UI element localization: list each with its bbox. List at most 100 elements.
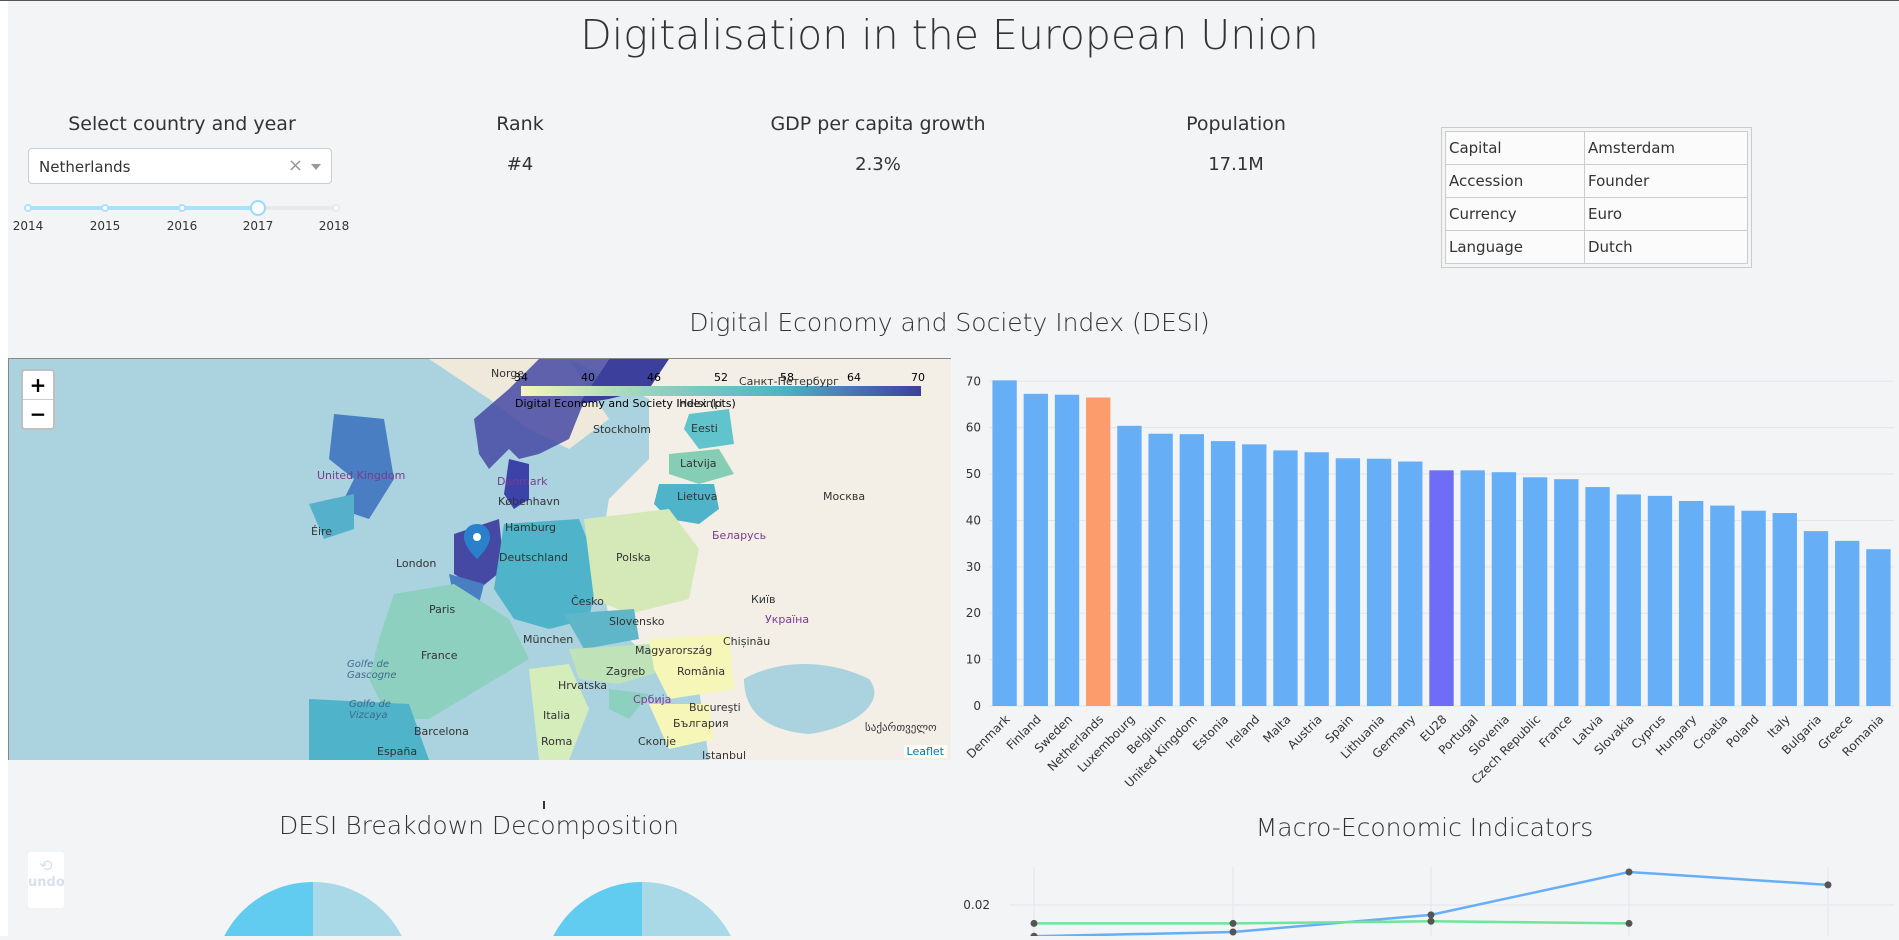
slider-handle[interactable] [250,200,266,216]
bar-croatia[interactable] [1710,505,1735,706]
bar-slovenia[interactable] [1491,472,1517,706]
bar-eu28[interactable] [1429,470,1454,706]
bar-portugal[interactable] [1460,470,1485,706]
bar-poland[interactable] [1741,510,1766,706]
bar-cyprus[interactable] [1647,495,1673,706]
population-value: 17.1M [1208,154,1264,175]
bar-malta[interactable] [1273,450,1298,706]
bar-germany[interactable] [1398,461,1423,706]
map-place-label: Česko [571,595,604,608]
country-dropdown[interactable]: Netherlands × [28,148,332,184]
zoom-out-button[interactable]: − [23,399,53,428]
map-pin-icon[interactable] [464,524,490,559]
bar-spain[interactable] [1335,458,1361,706]
series-point [1229,928,1237,936]
bar-slovakia[interactable] [1616,494,1641,706]
slider-mark: 2014 [12,219,44,233]
pie-charts-svg[interactable] [8,871,950,940]
gdp-label: GDP per capita growth [770,113,986,135]
table-row: Language Dutch [1445,230,1748,264]
bar-netherlands[interactable] [1086,397,1111,706]
table-row: Currency Euro [1445,197,1748,231]
info-value: Amsterdam [1584,131,1748,165]
map-place-label: Hamburg [505,521,556,534]
map-place-label: Golfe de Gascogne [347,659,397,681]
x-tick-label: Poland [1723,712,1761,750]
info-value: Founder [1584,164,1748,198]
undo-button[interactable]: ⟲ undo [28,852,65,908]
clear-icon[interactable]: × [287,155,303,176]
y-tick-label: 40 [966,513,981,527]
bar-luxembourg[interactable] [1117,425,1142,706]
bar-finland[interactable] [1023,393,1048,706]
bar-belgium[interactable] [1148,433,1173,706]
series-line [1034,920,1630,925]
bar-estonia[interactable] [1210,441,1236,706]
y-tick-label: 0.02 [963,898,990,912]
slider-mark: 2015 [89,219,121,233]
page-title: Digitalisation in the European Union [580,11,1319,59]
map-place-label: Bucureşti [689,701,741,714]
y-tick-label: 20 [966,606,981,620]
bar-united-kingdom[interactable] [1179,434,1205,706]
series-point [1625,868,1633,876]
desi-breakdown-pies[interactable] [8,871,950,940]
macro-chart-svg[interactable]: 0.02 [950,861,1899,940]
map-attribution-link[interactable]: Leaflet [903,745,947,758]
macro-line-chart[interactable]: 0.02 [950,861,1899,940]
bar-lithuania[interactable] [1366,458,1392,706]
info-value: Euro [1584,197,1748,231]
series-point [1824,881,1832,889]
bar-italy[interactable] [1772,513,1797,706]
country-dropdown-value: Netherlands [39,158,131,176]
slider-dot-2018[interactable] [332,204,340,212]
map-place-label: Eesti [691,422,718,435]
bar-ireland[interactable] [1242,444,1267,706]
info-key: Currency [1445,197,1585,231]
bar-greece[interactable] [1835,540,1860,706]
x-tick-label: Denmark [964,712,1013,761]
rank-label: Rank [496,113,544,135]
series-point [1427,917,1435,925]
series-point [1030,919,1038,927]
population-label: Population [1186,113,1286,135]
info-value: Dutch [1584,230,1748,264]
slider-track [28,206,258,210]
bar-france[interactable] [1554,479,1579,706]
zoom-in-button[interactable]: + [29,373,47,397]
bar-denmark[interactable] [992,380,1017,706]
x-tick-label: France [1536,712,1574,750]
slider-dot-2016[interactable] [178,204,186,212]
map-place-label: Беларусь [712,529,767,542]
bar-austria[interactable] [1304,452,1329,706]
map-place-label: Roma [541,735,573,748]
choropleth-map[interactable]: + − 34 40 46 52 58 64 70 Digital Economy… [8,358,951,760]
map-place-label: London [396,557,437,570]
pie-slice [313,882,404,940]
breakdown-title: DESI Breakdown Decomposition [279,811,679,840]
bar-hungary[interactable] [1678,500,1704,706]
chevron-down-icon[interactable] [311,164,321,170]
bar-romania[interactable] [1866,549,1891,706]
undo-icon: ⟲ [39,856,53,875]
legend-tick: 46 [647,371,661,384]
info-key: Accession [1445,164,1585,198]
bar-bulgaria[interactable] [1803,531,1829,706]
desi-bar-chart[interactable]: 0 10 20 30 40 50 60 70 Denmark Finland Sweden Nethe… [950,358,1899,790]
year-slider[interactable]: 2014 2015 2016 2017 2018 [13,200,349,235]
map-place-label: Golfo de Vizcaya [349,699,391,721]
x-tick-label: Croatia [1690,712,1730,752]
page-gutter [0,1,8,936]
map-canvas[interactable] [9,359,951,760]
series-point [1427,911,1435,919]
map-place-label: Україна [765,613,810,626]
desi-bar-chart-svg[interactable]: 010203040506070DenmarkFinlandSwedenNethe… [950,358,1899,790]
slider-dot-2014[interactable] [24,204,32,212]
bar-sweden[interactable] [1054,394,1080,706]
bar-latvia[interactable] [1585,487,1610,706]
bar-czech-republic[interactable] [1522,477,1548,706]
x-tick-label: Ireland [1223,712,1262,751]
series-point [1030,932,1038,940]
map-place-label: Norge [491,367,525,380]
slider-dot-2015[interactable] [101,204,109,212]
